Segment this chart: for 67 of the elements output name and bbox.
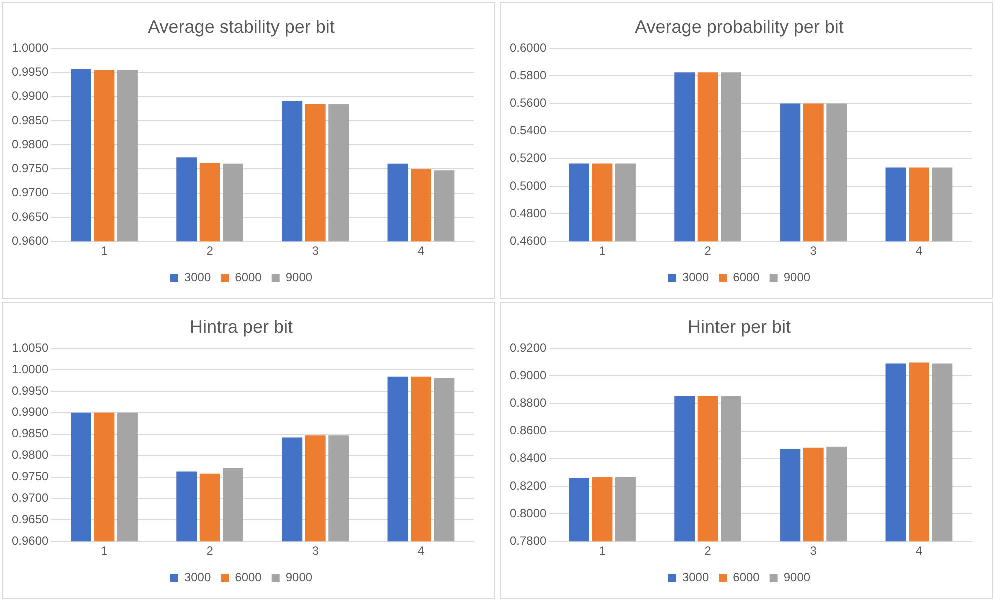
y-tick-label: 0.9900 (12, 405, 50, 420)
y-tick-label: 0.7800 (510, 534, 548, 548)
legend-label: 3000 (682, 270, 710, 284)
legend-label: 9000 (286, 270, 313, 284)
y-tick-label: 0.9650 (12, 512, 50, 526)
y-tick-label: 0.9700 (12, 491, 50, 506)
x-tick-label: 1 (599, 244, 606, 258)
y-tick-label: 0.4800 (510, 206, 548, 220)
y-tick-label: 0.9750 (12, 470, 50, 484)
y-tick-label: 0.9600 (12, 534, 50, 548)
legend-label: 6000 (733, 270, 760, 284)
x-tick-label: 3 (810, 244, 818, 258)
y-tick-label: 0.9700 (12, 186, 50, 200)
y-tick-label: 0.8800 (510, 396, 548, 410)
legend-label: 6000 (235, 570, 262, 584)
chart-title: Hintra per bit (190, 316, 294, 337)
y-tick-label: 0.8400 (510, 451, 548, 466)
y-tick-label: 0.9000 (510, 368, 548, 382)
y-tick-label: 0.5400 (510, 124, 548, 138)
y-tick-label: 0.5200 (510, 151, 548, 166)
x-tick-label: 3 (312, 544, 320, 558)
y-tick-label: 0.9800 (12, 448, 50, 462)
y-tick-label: 0.5800 (510, 68, 548, 82)
y-tick-label: 0.9800 (12, 137, 50, 152)
x-tick-label: 2 (704, 244, 712, 258)
y-tick-label: 0.8200 (510, 478, 548, 493)
y-tick-label: 0.9850 (12, 113, 50, 128)
x-tick-label: 1 (101, 544, 108, 558)
x-tick-label: 2 (206, 544, 214, 558)
legend-label: 6000 (733, 570, 760, 584)
legend-label: 6000 (235, 270, 262, 284)
y-tick-label: 0.9600 (12, 234, 50, 248)
x-tick-label: 1 (599, 544, 606, 558)
x-tick-label: 4 (916, 544, 923, 558)
y-tick-label: 0.8000 (510, 506, 548, 520)
legend-label: 3000 (682, 570, 710, 584)
y-tick-label: 0.9750 (12, 162, 50, 176)
legend-label: 9000 (784, 570, 811, 584)
y-tick-label: 0.9950 (12, 384, 50, 398)
y-tick-label: 0.9850 (12, 426, 50, 441)
x-tick-label: 2 (206, 244, 214, 258)
legend-label: 3000 (184, 570, 212, 584)
y-tick-label: 0.4600 (510, 234, 548, 248)
y-tick-label: 0.9900 (12, 89, 50, 104)
x-tick-label: 4 (418, 544, 425, 558)
y-tick-label: 0.9950 (12, 65, 50, 80)
y-tick-label: 1.0050 (12, 340, 50, 355)
x-tick-label: 3 (810, 544, 818, 558)
y-tick-label: 0.9200 (510, 340, 548, 355)
y-tick-label: 0.9650 (12, 210, 50, 224)
y-tick-label: 0.5600 (510, 96, 548, 110)
y-tick-label: 0.5000 (510, 178, 548, 193)
x-tick-label: 2 (704, 544, 712, 558)
legend-label: 3000 (184, 270, 212, 284)
x-tick-label: 4 (916, 244, 923, 258)
chart-title: Average probability per bit (635, 16, 844, 37)
x-tick-label: 3 (312, 244, 320, 258)
y-tick-label: 0.8600 (510, 424, 548, 438)
chart-title: Average stability per bit (148, 16, 335, 37)
y-tick-label: 0.6000 (510, 40, 548, 55)
y-tick-label: 1.0000 (12, 362, 50, 376)
y-tick-label: 1.0000 (12, 40, 50, 55)
x-tick-label: 4 (418, 244, 425, 258)
x-tick-label: 1 (101, 244, 108, 258)
legend-label: 9000 (286, 570, 313, 584)
chart-title: Hinter per bit (688, 316, 792, 337)
legend-label: 9000 (784, 270, 811, 284)
